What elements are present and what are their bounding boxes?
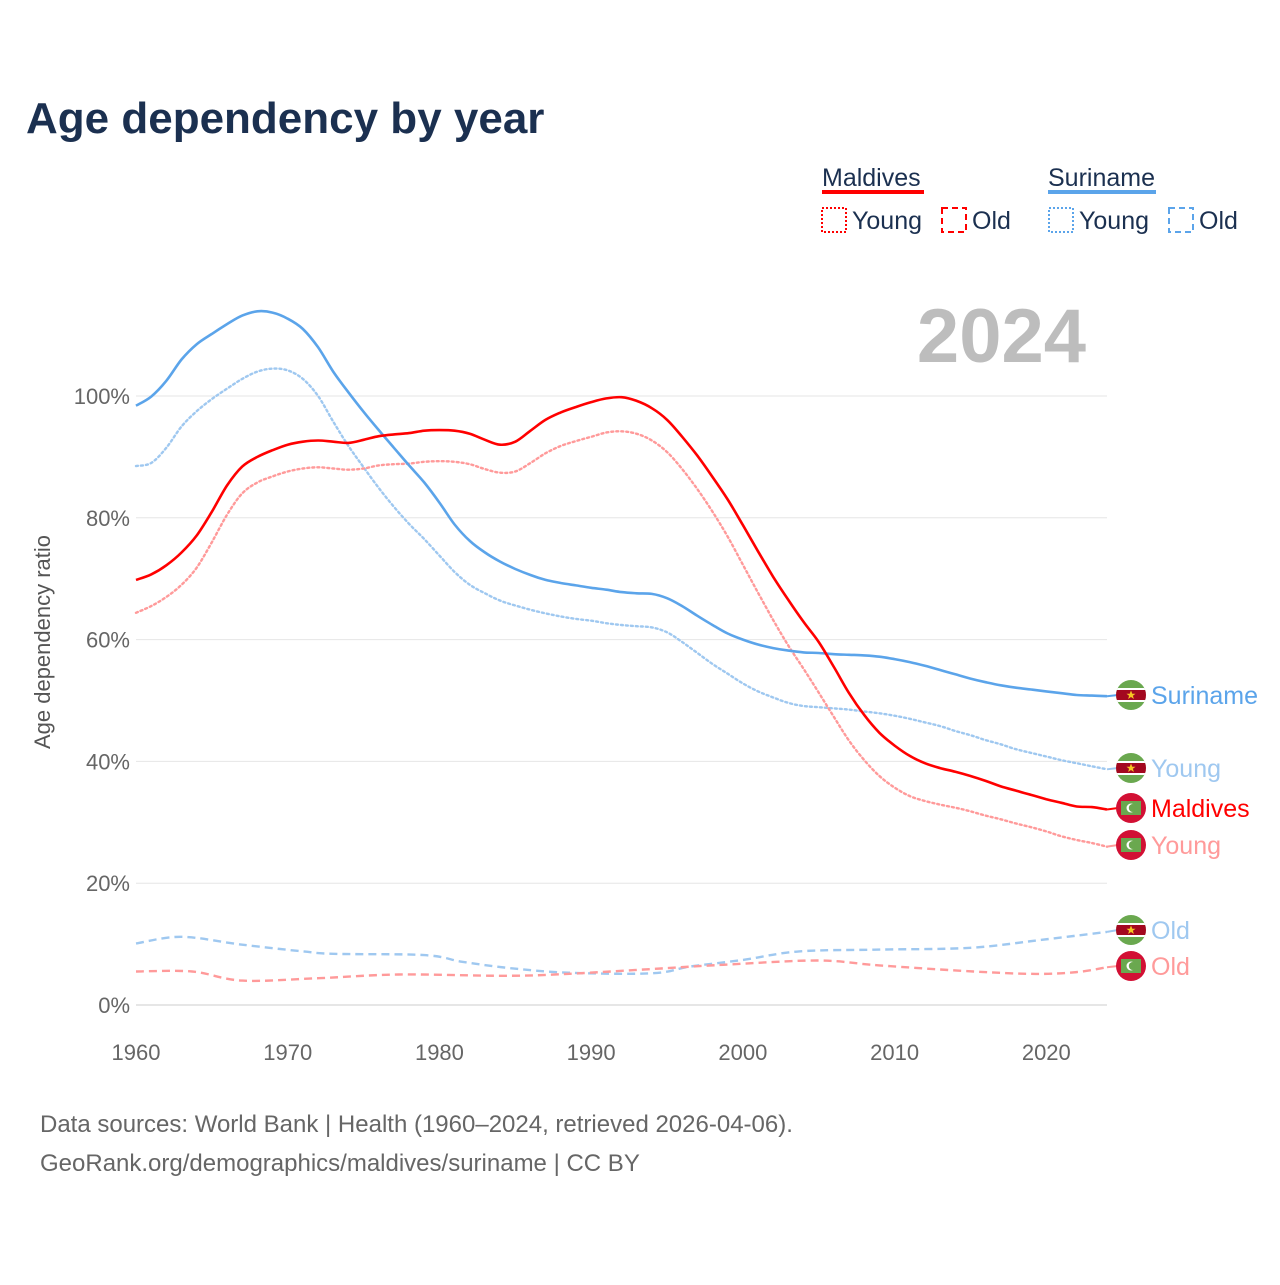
maldives-flag-icon — [1116, 830, 1146, 860]
legend-maldives-old[interactable]: Old — [972, 207, 1011, 235]
chart-title: Age dependency by year — [26, 94, 544, 143]
footer-sources: Data sources: World Bank | Health (1960–… — [40, 1111, 793, 1138]
suriname-flag-icon — [1116, 753, 1146, 783]
y-tick-label: 100% — [74, 384, 130, 409]
year-overlay: 2024 — [917, 294, 1086, 379]
legend-maldives-old-dashed-icon — [941, 207, 967, 233]
y-axis-title: Age dependency ratio — [30, 535, 55, 749]
legend: Maldives Young Old Suriname Young Old — [821, 164, 1238, 235]
suriname-flag-icon — [1116, 915, 1146, 945]
legend-suriname-heading[interactable]: Suriname — [1048, 164, 1155, 192]
y-tick-label: 40% — [86, 749, 130, 774]
footer-attribution[interactable]: GeoRank.org/demographics/maldives/surina… — [40, 1150, 640, 1177]
end-labels: Old Old Young Young Suriname Maldives — [1106, 680, 1258, 981]
y-tick-label: 0% — [98, 993, 130, 1018]
y-axis-ticks: 0% 20% 40% 60% 80% 100% — [74, 384, 130, 1018]
end-label-maldives-young: Young — [1151, 832, 1221, 860]
x-tick-label: 2020 — [1022, 1040, 1071, 1065]
x-tick-label: 2000 — [718, 1040, 767, 1065]
legend-suriname-old-dashed-icon — [1168, 207, 1194, 233]
legend-maldives-swatch — [822, 190, 924, 194]
series-line-maldives[interactable] — [135, 395, 1108, 811]
legend-suriname-old[interactable]: Old — [1199, 207, 1238, 235]
legend-maldives-heading[interactable]: Maldives — [822, 164, 921, 192]
legend-suriname-young[interactable]: Young — [1079, 207, 1149, 235]
series-line-maldives-old[interactable] — [135, 959, 1108, 983]
legend-maldives-young-dotted-icon — [821, 207, 847, 233]
y-tick-label: 80% — [86, 506, 130, 531]
series-line-suriname[interactable] — [135, 309, 1108, 698]
y-tick-label: 20% — [86, 871, 130, 896]
end-label-maldives-old: Old — [1151, 953, 1190, 981]
x-tick-label: 1990 — [567, 1040, 616, 1065]
legend-suriname-swatch — [1048, 190, 1156, 194]
y-tick-label: 60% — [86, 628, 130, 653]
end-label-suriname: Suriname — [1151, 682, 1258, 710]
maldives-flag-icon — [1116, 793, 1146, 823]
end-label-suriname-young: Young — [1151, 755, 1221, 783]
series-line-suriname-old[interactable] — [135, 930, 1108, 975]
series-line-suriname-young[interactable] — [134, 367, 1109, 771]
x-tick-label: 1960 — [112, 1040, 161, 1065]
end-label-maldives: Maldives — [1151, 795, 1250, 823]
x-tick-label: 1980 — [415, 1040, 464, 1065]
maldives-flag-icon — [1116, 951, 1146, 981]
x-tick-label: 1970 — [263, 1040, 312, 1065]
series-line-maldives-young[interactable] — [134, 430, 1109, 848]
x-axis-ticks: 1960 1970 1980 1990 2000 2010 2020 — [112, 1040, 1071, 1065]
series-lines — [134, 309, 1109, 983]
legend-suriname-young-dotted-icon — [1048, 207, 1074, 233]
suriname-flag-icon — [1116, 680, 1146, 710]
end-label-suriname-old: Old — [1151, 917, 1190, 945]
gridlines — [136, 395, 1107, 1006]
x-tick-label: 2010 — [870, 1040, 919, 1065]
legend-maldives-young[interactable]: Young — [852, 207, 922, 235]
